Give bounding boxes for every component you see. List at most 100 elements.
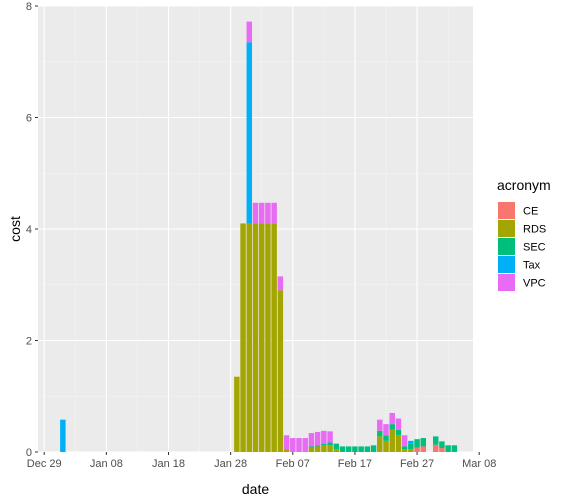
x-axis-title: date [242,481,269,497]
bar-ce-segment [432,444,439,452]
y-axis: 0 2 4 6 8 [26,1,38,459]
bar-vpc-segment [258,202,265,224]
bar-vpc-segment [252,202,259,224]
bar-vpc-segment [296,438,302,452]
bar-rds-segment [389,429,395,452]
bar-vpc-segment [290,438,296,452]
bar-sec-segment [327,442,333,446]
legend: acronym CE RDS SEC Tax VPC [497,177,551,291]
bar-sec-segment [352,446,358,452]
legend-label-sec: SEC [523,242,546,254]
legend-key-rds [498,220,515,237]
bar-sec-segment [339,446,346,452]
bar-rds-segment [395,435,402,452]
x-tick-label: Feb 07 [276,458,310,470]
bar-rds-segment [283,449,290,452]
bar-rds-segment [333,449,340,452]
y-tick-label: 8 [26,1,32,13]
y-tick-label: 4 [26,224,32,236]
bar-vpc-segment [327,431,333,443]
x-axis: Dec 29 Jan 08 Jan 18 Jan 28 Feb 07 Feb 17 Feb … [27,452,496,470]
bar-sec-segment [370,445,377,452]
bar-sec-segment [345,446,352,452]
legend-label-tax: Tax [523,260,541,272]
bar-rds-segment [377,436,383,452]
bar-rds-segment [408,449,414,452]
bar-sec-segment [420,438,427,447]
bar-rds-segment [401,449,408,452]
bar-tax-segment [60,419,66,452]
bar-rds-segment [271,223,277,452]
legend-key-ce [498,202,515,219]
x-tick-label: Feb 27 [400,458,434,470]
bar-sec-segment [451,445,458,452]
bar-vpc-segment [277,276,284,291]
bar-vpc-segment [246,21,253,43]
x-tick-label: Jan 08 [90,458,123,470]
legend-key-sec [498,238,515,255]
bar-rds-segment [240,223,246,452]
x-tick-label: Feb 17 [338,458,372,470]
bar-sec-segment [377,430,383,437]
legend-title: acronym [497,177,551,193]
bar-rds-segment [246,223,253,452]
bar-rds-segment [234,376,240,452]
bar-sec-segment [358,446,364,452]
bar-sec-segment [432,436,439,445]
bars [60,21,458,452]
x-tick-label: Mar 08 [462,458,496,470]
bar-rds-segment [258,223,265,452]
bar-vpc-segment [308,433,315,447]
legend-label-vpc: VPC [523,278,546,290]
bar-ce-segment [420,446,427,452]
bar-rds-segment [308,447,315,452]
bar-sec-segment [401,446,408,450]
bar-rds-segment [265,223,271,452]
bar-rds-segment [383,440,389,452]
bar-vpc-segment [271,202,277,224]
bar-vpc-segment [383,424,389,436]
bar-vpc-segment [302,438,308,452]
legend-label-ce: CE [523,206,538,218]
x-tick-label: Dec 29 [27,458,62,470]
bar-sec-segment [364,446,371,452]
bar-sec-segment [383,435,389,441]
bar-sec-segment [308,446,315,448]
bar-vpc-segment [377,419,383,431]
bar-rds-segment [252,223,259,452]
bar-sec-segment [321,443,327,446]
bar-vpc-segment [265,202,271,224]
bar-vpc-segment [401,435,408,447]
bar-tax-segment [246,42,253,224]
bar-rds-segment [277,290,284,452]
bar-ce-segment [439,448,445,452]
bar-tax-segment [408,440,414,444]
bar-rds-segment [321,445,327,452]
bar-sec-segment [395,429,402,436]
y-tick-label: 6 [26,113,32,125]
bar-rds-segment [314,446,321,452]
bar-rds-segment [327,445,333,452]
bar-sec-segment [389,424,395,430]
y-tick-label: 0 [26,447,32,459]
legend-key-vpc [498,274,515,291]
bar-vpc-segment [314,431,321,446]
y-tick-label: 2 [26,336,32,348]
bar-ce-segment [414,447,420,452]
legend-label-rds: RDS [523,224,546,236]
bar-vpc-segment [283,435,290,450]
bar-sec-segment [439,441,445,449]
bar-vpc-segment [321,430,327,444]
bar-sec-segment [445,445,451,452]
x-tick-label: Jan 28 [214,458,247,470]
bar-sec-segment [314,445,321,447]
bar-sec-segment [408,443,414,450]
bar-vpc-segment [389,412,395,425]
x-tick-label: Jan 18 [152,458,185,470]
legend-key-tax [498,256,515,273]
bar-sec-segment [333,443,340,450]
bar-sec-segment [414,439,420,448]
y-axis-title: cost [7,216,23,242]
bar-vpc-segment [395,418,402,430]
